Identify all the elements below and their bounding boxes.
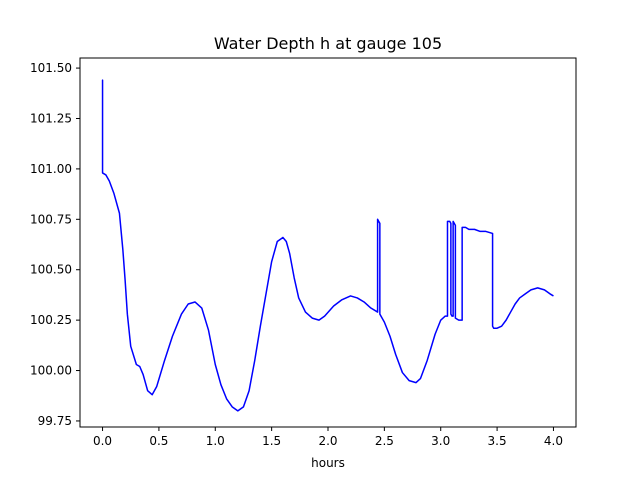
y-tick-label: 100.75 [30, 212, 72, 226]
x-tick-label: 2.0 [318, 434, 337, 448]
y-tick-label: 100.25 [30, 313, 72, 327]
x-tick-label: 3.5 [488, 434, 507, 448]
y-tick-label: 101.25 [30, 111, 72, 125]
x-tick-label: 1.5 [262, 434, 281, 448]
chart-title: Water Depth h at gauge 105 [214, 34, 442, 53]
x-axis-label: hours [311, 456, 345, 470]
series-line-0 [101, 79, 554, 412]
y-tick-label: 101.50 [30, 61, 72, 75]
x-tick-label: 3.0 [431, 434, 450, 448]
y-tick-label: 99.75 [38, 414, 72, 428]
x-tick-label: 0.5 [149, 434, 168, 448]
y-axis-ticks: 99.75 100.00 100.25 100.50 100.75 101.00 101.2… [30, 61, 80, 428]
y-tick-label: 101.00 [30, 162, 72, 176]
x-tick-label: 0.0 [93, 434, 112, 448]
x-tick-label: 1.0 [206, 434, 225, 448]
x-tick-label: 4.0 [544, 434, 563, 448]
plot-area [101, 79, 554, 412]
x-axis-ticks: 0.0 0.5 1.0 1.5 2.0 2.5 3.0 3.5 4.0 [93, 427, 563, 448]
y-tick-label: 100.00 [30, 364, 72, 378]
y-tick-label: 100.50 [30, 263, 72, 277]
x-tick-label: 2.5 [375, 434, 394, 448]
